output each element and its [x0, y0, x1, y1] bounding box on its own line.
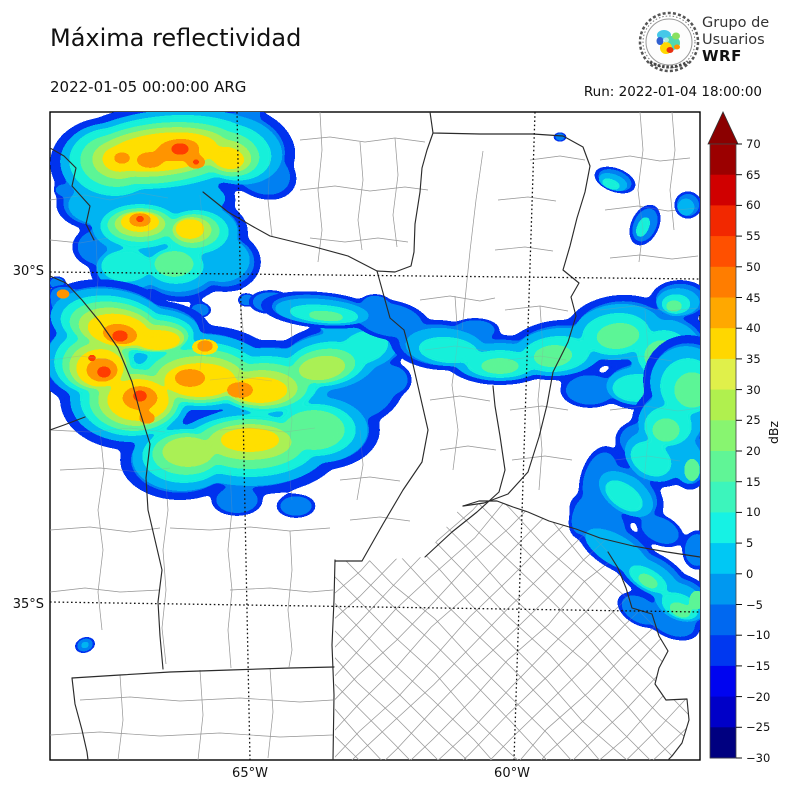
lat-label-30s: 30°S [12, 264, 44, 279]
colorbar-segment [710, 174, 736, 206]
logo-line3: WRF [702, 47, 742, 65]
colorbar-tick-label: −15 [746, 658, 771, 673]
logo-line1: Grupo de [702, 15, 770, 31]
echo-layer [55, 289, 254, 424]
colorbar-tick-label: 50 [746, 259, 761, 274]
colorbar-segment [710, 635, 736, 667]
colorbar-tick-label: 25 [746, 413, 761, 428]
colorbar-segment [710, 604, 736, 636]
colorbar-segment [710, 236, 736, 268]
echo-layer [79, 640, 91, 650]
colorbar-tick-label: 0 [746, 566, 754, 581]
page-title: Máxima reflectividad [50, 24, 302, 52]
colorbar-tick-label: 40 [746, 321, 761, 336]
colorbar-tick-label: 30 [746, 382, 761, 397]
lat-label-35s: 35°S [12, 597, 44, 612]
colorbar-tick-label: −20 [746, 689, 771, 704]
colorbar-tick-label: 5 [746, 536, 754, 551]
colorbar-tick-label: 10 [746, 505, 761, 520]
colorbar-tick-label: 45 [746, 290, 761, 305]
logo-radar-specks [656, 30, 680, 54]
province-boundaries [50, 112, 700, 760]
colorbar-segment [710, 696, 736, 728]
colorbar-segment [710, 205, 736, 237]
colorbar-tick-label: 65 [746, 167, 761, 182]
logo-line2: Usuarios [702, 31, 765, 48]
colorbar-segment [710, 144, 736, 176]
colorbar-segment [710, 297, 736, 329]
colorbar-segment [710, 328, 736, 360]
colorbar-segment [710, 481, 736, 513]
colorbar [707, 111, 742, 759]
colorbar-tick-label: 15 [746, 474, 761, 489]
colorbar-tick-label: 20 [746, 444, 761, 458]
colorbar-tick-label: −25 [746, 720, 771, 735]
wrf-users-logo-icon [638, 11, 700, 73]
logo-text: Grupo de Usuarios WRF [702, 15, 769, 65]
colorbar-tick-label: −30 [746, 751, 771, 765]
colorbar-tick-label: 70 [746, 137, 761, 151]
colorbar-segment [710, 389, 736, 421]
colorbar-segment [710, 573, 736, 605]
echo-layer [637, 372, 700, 619]
colorbar-segment [710, 543, 736, 575]
colorbar-tick-label: 55 [746, 229, 761, 244]
colorbar-segment [710, 727, 736, 759]
colorbar-segment [710, 451, 736, 483]
colorbar-tick-label: 35 [746, 351, 761, 366]
colorbar-tick-label: −10 [746, 628, 771, 643]
colorbar-segment [710, 420, 736, 452]
colorbar-segment [710, 266, 736, 298]
lon-label-60w: 60°W [494, 766, 530, 781]
colorbar-tick-label: −5 [746, 597, 763, 612]
valid-time: 2022-01-05 00:00:00 ARG [50, 78, 247, 96]
echo-layer [86, 330, 148, 402]
run-time: Run: 2022-01-04 18:00:00 [583, 84, 762, 100]
lon-label-65w: 65°W [232, 766, 268, 781]
graticule-lines [50, 112, 700, 760]
colorbar-segment [710, 358, 736, 391]
reflectivity-echoes [50, 112, 700, 654]
colorbar-tick-label: 60 [746, 198, 761, 213]
colorbar-segment [710, 665, 736, 698]
echo-layer [134, 143, 201, 223]
colorbar-segment [710, 512, 736, 544]
